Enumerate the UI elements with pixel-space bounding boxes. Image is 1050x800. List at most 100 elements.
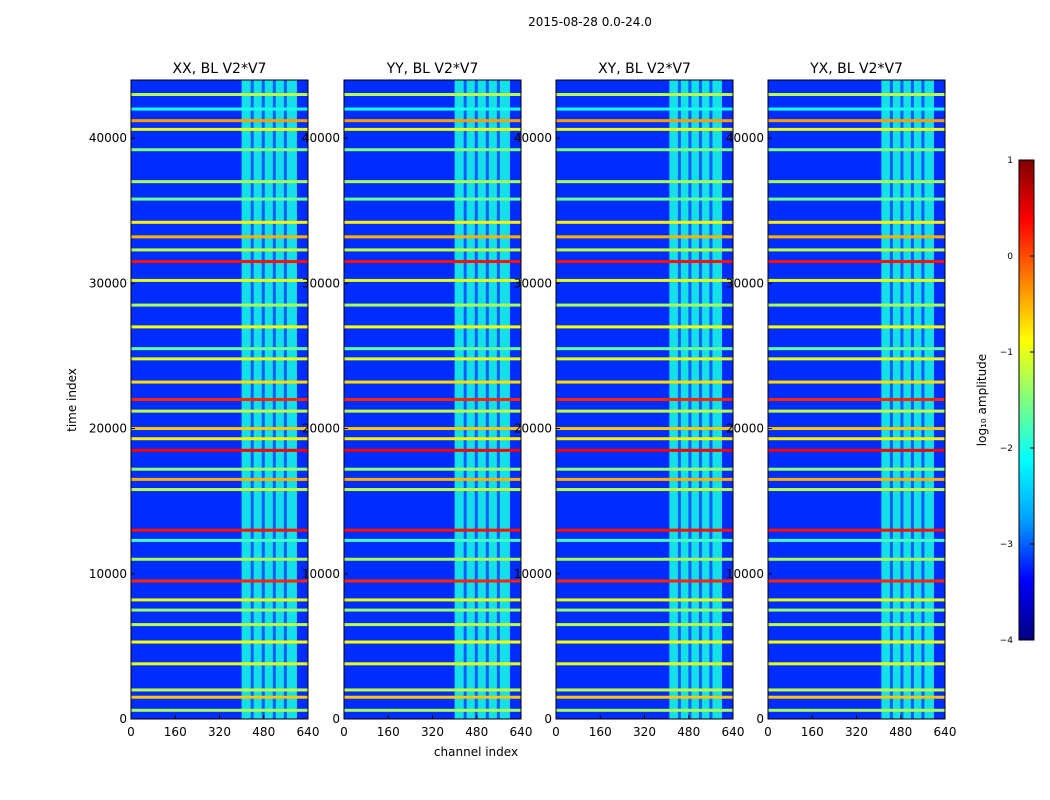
time-feature-row <box>344 477 521 481</box>
y-tick-label: 30000 <box>726 276 764 290</box>
x-tick-label: 160 <box>377 725 400 739</box>
y-tick-label: 30000 <box>302 276 340 290</box>
panel-2: YY, BL V2*V7 0 160 320 480 640 0 10000 20000 3000… <box>302 61 533 739</box>
time-feature-row <box>131 357 308 361</box>
y-tick-label: 20000 <box>302 422 340 436</box>
colorbar-tick-label: −2 <box>1000 444 1013 454</box>
x-tick-label: 640 <box>934 725 957 739</box>
time-feature-row <box>131 119 308 123</box>
time-feature-row <box>768 640 945 644</box>
time-feature-row <box>131 640 308 644</box>
colorbar-tick-label: −1 <box>1000 348 1013 358</box>
colorbar-tick-label: 0 <box>1007 252 1013 262</box>
x-tick-label: 640 <box>510 725 533 739</box>
time-feature-row <box>131 688 308 692</box>
time-feature-row <box>556 197 733 201</box>
time-feature-row <box>344 688 521 692</box>
time-feature-row <box>344 695 521 699</box>
time-feature-row <box>344 662 521 666</box>
time-feature-row <box>556 477 733 481</box>
time-feature-row <box>344 409 521 413</box>
panel-3: XY, BL V2*V7 0 160 320 480 640 0 10000 20000 3000… <box>514 61 745 739</box>
time-feature-row <box>768 357 945 361</box>
time-feature-row <box>768 427 945 431</box>
time-feature-row <box>131 93 308 97</box>
time-feature-row <box>131 579 308 583</box>
y-tick-label: 10000 <box>514 567 552 581</box>
time-feature-row <box>556 488 733 492</box>
y-tick-label: 40000 <box>302 131 340 145</box>
x-tick-label: 160 <box>801 725 824 739</box>
time-feature-row <box>556 608 733 612</box>
time-feature-row <box>344 357 521 361</box>
time-feature-row <box>556 437 733 441</box>
time-feature-row <box>131 248 308 252</box>
colorbar-tick-label: −3 <box>1000 540 1013 550</box>
time-feature-row <box>131 708 308 712</box>
y-tick-label: 40000 <box>514 131 552 145</box>
time-feature-row <box>344 235 521 239</box>
time-feature-row <box>556 119 733 123</box>
time-feature-row <box>768 260 945 264</box>
x-axis-label: channel index <box>434 745 518 759</box>
time-feature-row <box>131 197 308 201</box>
time-feature-row <box>131 107 308 111</box>
time-feature-row <box>556 409 733 413</box>
panel-1: XX, BL V2*V7 0 160 320 480 640 0 10000 20000 3000… <box>89 61 320 739</box>
y-tick-label: 0 <box>544 712 552 726</box>
time-feature-row <box>344 448 521 452</box>
time-feature-row <box>768 688 945 692</box>
time-feature-row <box>768 380 945 384</box>
time-feature-row <box>556 325 733 329</box>
time-feature-row <box>556 448 733 452</box>
y-tick-label: 0 <box>332 712 340 726</box>
time-feature-row <box>768 437 945 441</box>
time-feature-row <box>768 180 945 184</box>
time-feature-row <box>556 148 733 152</box>
time-feature-row <box>344 467 521 471</box>
time-feature-row <box>131 557 308 561</box>
x-tick-label: 640 <box>722 725 745 739</box>
time-feature-row <box>344 557 521 561</box>
y-tick-label: 10000 <box>726 567 764 581</box>
time-feature-row <box>344 93 521 97</box>
time-feature-row <box>131 260 308 264</box>
time-feature-row <box>131 325 308 329</box>
time-feature-row <box>556 398 733 401</box>
time-feature-row <box>344 119 521 123</box>
time-feature-row <box>768 695 945 699</box>
x-tick-label: 0 <box>340 725 348 739</box>
time-feature-row <box>131 427 308 431</box>
time-feature-row <box>768 398 945 401</box>
time-feature-row <box>131 398 308 401</box>
panel-4: YX, BL V2*V7 0 160 320 480 640 0 10000 20000 3000… <box>726 61 957 739</box>
y-tick-label: 40000 <box>89 131 127 145</box>
time-feature-row <box>131 380 308 384</box>
time-feature-row <box>768 235 945 239</box>
time-feature-row <box>556 598 733 602</box>
time-feature-row <box>768 107 945 111</box>
time-feature-row <box>344 488 521 492</box>
time-feature-row <box>131 347 308 351</box>
time-feature-row <box>768 488 945 492</box>
y-tick-label: 0 <box>119 712 127 726</box>
time-feature-row <box>556 579 733 583</box>
time-feature-row <box>768 598 945 602</box>
time-feature-row <box>131 437 308 441</box>
time-feature-row <box>131 608 308 612</box>
time-feature-row <box>556 278 733 282</box>
time-feature-row <box>768 538 945 542</box>
panel-title: YY, BL V2*V7 <box>386 61 479 77</box>
time-feature-row <box>131 477 308 481</box>
time-feature-row <box>344 248 521 252</box>
time-feature-row <box>556 557 733 561</box>
time-feature-row <box>344 278 521 282</box>
x-tick-label: 160 <box>164 725 187 739</box>
time-feature-row <box>344 220 521 224</box>
x-tick-label: 320 <box>421 725 444 739</box>
time-feature-row <box>768 448 945 452</box>
time-feature-row <box>768 477 945 481</box>
time-feature-row <box>556 662 733 666</box>
time-feature-row <box>131 538 308 542</box>
